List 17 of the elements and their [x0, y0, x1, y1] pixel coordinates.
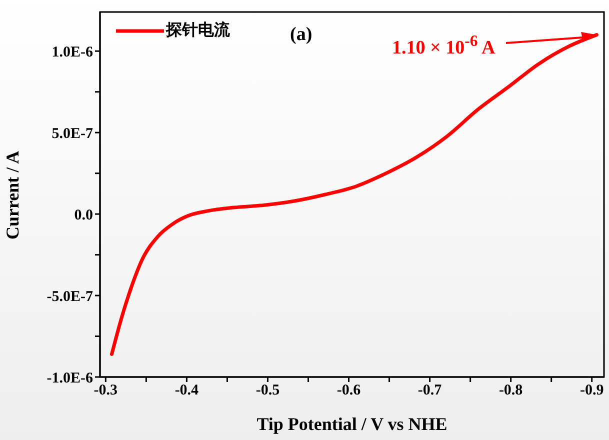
- legend-label: 探针电流: [166, 20, 230, 41]
- annotation: 1.10 × 10$^{-6}$ A: [392, 33, 496, 60]
- x-tick-label: -0.3: [94, 382, 118, 399]
- y-axis-title: Current / A: [2, 150, 22, 240]
- x-tick-label: -0.4: [174, 382, 200, 399]
- x-tick-label: -0.6: [336, 382, 362, 399]
- y-tick-label: -5.0E-7: [46, 288, 94, 305]
- annotation: (a): [290, 24, 312, 46]
- x-tick-label: -0.8: [498, 382, 523, 399]
- y-tick-label: 5.0E-7: [52, 126, 94, 142]
- x-tick-label: -0.7: [418, 382, 442, 399]
- y-tick-label: -1.0E-6: [46, 370, 94, 386]
- y-tick-label: 1.0E-6: [52, 44, 94, 60]
- x-tick-label: -0.9: [580, 382, 604, 399]
- x-tick-label: -0.5: [256, 382, 280, 399]
- x-axis-title: Tip Potential / V vs NHE: [256, 414, 448, 434]
- y-tick-label: 0.0: [74, 207, 93, 224]
